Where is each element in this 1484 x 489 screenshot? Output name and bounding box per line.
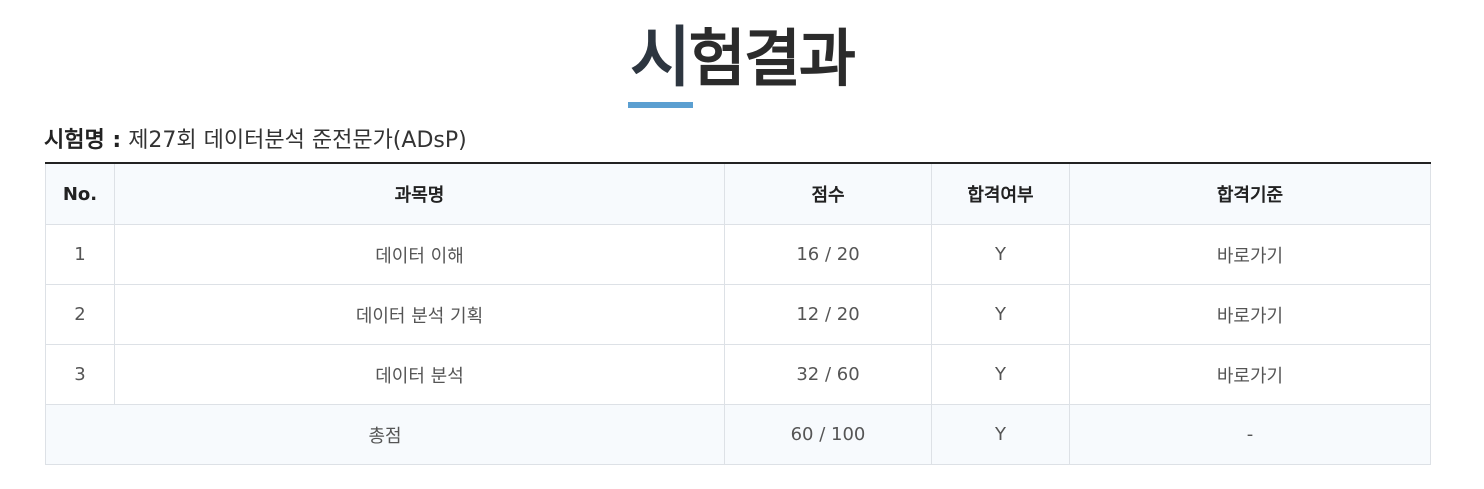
row-no: 3: [45, 344, 115, 405]
exam-name-value: 제27회 데이터분석 준전문가(ADsP): [128, 128, 467, 153]
result-table: No. 과목명 점수 합격여부 합격기준 1 데이터 이해 16 / 20 Y …: [45, 162, 1431, 465]
row-score: 16 / 20: [724, 224, 932, 285]
row-subject: 데이터 분석 기획: [114, 284, 725, 345]
exam-name-line: 시험명 : 제27회 데이터분석 준전문가(ADsP): [44, 122, 467, 154]
row-pass: Y: [931, 284, 1070, 345]
table-row: 1 데이터 이해 16 / 20 Y 바로가기: [45, 224, 1431, 285]
page-title-rest: 험결과: [688, 22, 856, 95]
row-pass: Y: [931, 344, 1070, 405]
row-pass: Y: [931, 224, 1070, 285]
total-row: 총점 60 / 100 Y -: [45, 404, 1431, 465]
row-criteria-link[interactable]: 바로가기: [1069, 344, 1431, 405]
row-score: 32 / 60: [724, 344, 932, 405]
row-score: 12 / 20: [724, 284, 932, 345]
table-header-row: No. 과목명 점수 합격여부 합격기준: [45, 162, 1431, 225]
table-row: 2 데이터 분석 기획 12 / 20 Y 바로가기: [45, 284, 1431, 345]
total-pass: Y: [931, 404, 1070, 465]
header-subject: 과목명: [114, 162, 725, 225]
row-subject: 데이터 분석: [114, 344, 725, 405]
row-subject: 데이터 이해: [114, 224, 725, 285]
row-criteria-link[interactable]: 바로가기: [1069, 224, 1431, 285]
page-title-first-char: 시: [628, 16, 693, 108]
table-row: 3 데이터 분석 32 / 60 Y 바로가기: [45, 344, 1431, 405]
header-criteria: 합격기준: [1069, 162, 1431, 225]
row-no: 2: [45, 284, 115, 345]
page-title: 시험결과: [628, 16, 856, 108]
title-area: 시험결과: [0, 16, 1484, 108]
header-score: 점수: [724, 162, 932, 225]
total-criteria: -: [1069, 404, 1431, 465]
total-score: 60 / 100: [724, 404, 932, 465]
row-criteria-link[interactable]: 바로가기: [1069, 284, 1431, 345]
header-pass: 합격여부: [931, 162, 1070, 225]
header-no: No.: [45, 162, 115, 225]
exam-name-label: 시험명 :: [44, 128, 122, 153]
row-no: 1: [45, 224, 115, 285]
total-label: 총점: [45, 404, 725, 465]
